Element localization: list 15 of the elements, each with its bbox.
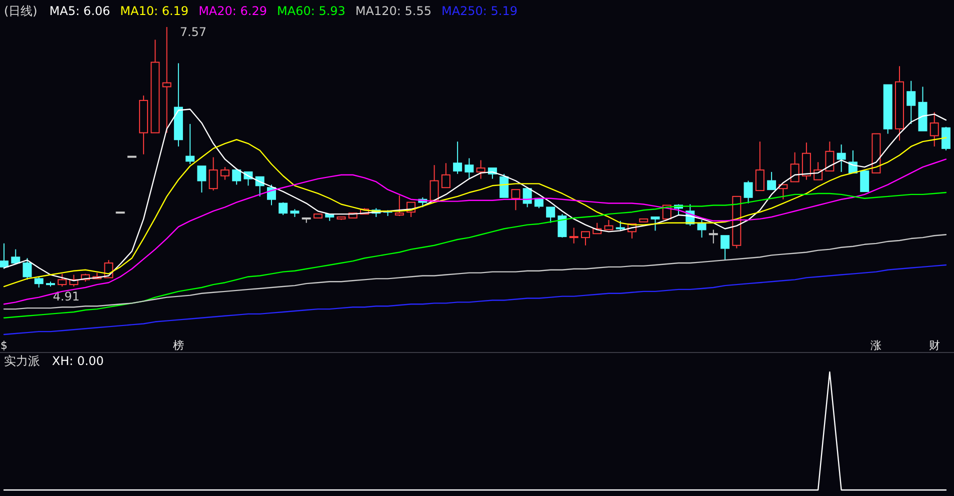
text: MA250: 5.19	[441, 4, 518, 18]
chart-title: (日线)	[4, 4, 38, 18]
annotation: 7.57	[180, 25, 207, 39]
text: 4.91	[52, 290, 80, 304]
x-tick-label: 涨	[870, 339, 882, 352]
x-tick-label: 财	[928, 339, 940, 352]
text: MA20: 6.29	[198, 4, 267, 18]
chart-title: 实力派	[4, 354, 40, 368]
text: MA10: 6.19	[120, 4, 189, 18]
x-tick-label: $	[0, 339, 8, 352]
text: MA5: 6.06	[49, 4, 110, 18]
text: XH: 0.00	[52, 354, 104, 368]
text: MA120: 5.55	[355, 4, 432, 18]
x-tick-label: 榜	[172, 339, 184, 352]
text: MA60: 5.93	[277, 4, 346, 18]
